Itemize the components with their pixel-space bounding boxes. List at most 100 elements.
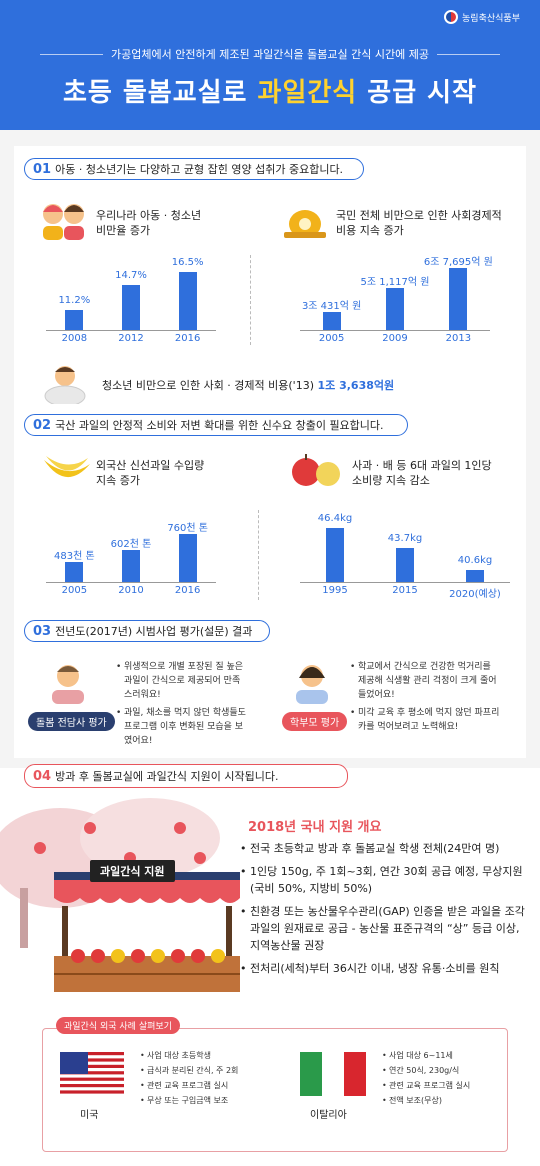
- list-item: 1인당 150g, 주 1회~3회, 연간 30회 공급 예정, 무상지원(국비…: [240, 863, 530, 897]
- usa-flag-icon: [60, 1052, 124, 1094]
- teen-cost-label: 청소년 비만으로 인한 사회 · 경제적 비용('13) 1조 3,638억원: [102, 378, 394, 393]
- list-item: 급식과 분리된 간식, 주 2회: [140, 1063, 270, 1078]
- label-line: 우리나라 아동 · 청소년: [96, 209, 202, 222]
- obesity-rate-label: 우리나라 아동 · 청소년 비만율 증가: [96, 208, 201, 238]
- x-tick-label: 2009: [382, 333, 408, 344]
- chart-bar: [178, 272, 197, 330]
- divider: [40, 53, 104, 55]
- chart-bar: [466, 570, 484, 582]
- chart-baseline: [300, 582, 510, 583]
- overweight-teen-icon: [44, 366, 86, 404]
- chart-bar: [65, 310, 84, 330]
- section-1-bar: 01 아동 · 청소년기는 다양하고 균형 잡힌 영양 섭취가 중요합니다.: [24, 158, 364, 180]
- chart-bar: [178, 534, 197, 582]
- list-item: 사업 대상 초등학생: [140, 1048, 270, 1063]
- list-item: 친환경 또는 농산물우수관리(GAP) 인증을 받은 과일을 조각과일의 원재료…: [240, 903, 530, 954]
- list-item: 과일, 채소를 먹지 않던 학생들도 프로그램 이후 변화된 모습을 보였어요!: [116, 706, 246, 748]
- overview-list: 전국 초등학교 방과 후 돌봄교실 학생 전체(24만여 명) 1인당 150g…: [240, 840, 530, 983]
- list-item: 위생적으로 개별 포장된 질 높은 과일이 간식으로 제공되어 만족스러워요!: [116, 660, 246, 702]
- fruit-stall-illustration: [54, 872, 240, 992]
- section-text: 전년도(2017년) 시범사업 평가(설문) 결과: [55, 625, 253, 638]
- chart-bar: [396, 547, 414, 582]
- list-item: 관련 교육 프로그램 실시: [382, 1078, 502, 1093]
- section-number: 04: [33, 768, 52, 784]
- divider: [436, 53, 500, 55]
- label-line: 외국산 신선과일 수입량: [96, 459, 205, 472]
- x-tick-label: 2020(예상): [449, 589, 501, 600]
- data-label: 602천 톤: [110, 538, 152, 550]
- list-item: 전처리(세척)부터 36시간 이내, 냉장 유통·소비를 원칙: [240, 960, 530, 977]
- children-icon: [43, 204, 84, 240]
- label-line: 비용 지속 증가: [336, 224, 404, 237]
- caregiver-eval-list: 위생적으로 개별 포장된 질 높은 과일이 간식으로 제공되어 만족스러워요! …: [116, 660, 246, 748]
- x-tick-label: 2005: [318, 333, 345, 344]
- label-line: 지속 증가: [96, 474, 140, 487]
- section-number: 01: [33, 161, 52, 177]
- data-label: 3조 431억 원: [301, 301, 362, 312]
- chart-bar: [122, 549, 140, 582]
- teen-cost-value: 1조 3,638억원: [317, 379, 395, 392]
- data-label: 40.6kg: [457, 555, 493, 566]
- list-item: 전국 초등학교 방과 후 돌봄교실 학생 전체(24만여 명): [240, 840, 530, 857]
- x-tick-label: 2016: [174, 585, 201, 596]
- import-label: 외국산 신선과일 수입량 지속 증가: [96, 458, 204, 488]
- data-label: 6조 7,695억 원: [423, 257, 493, 268]
- usa-label: 미국: [80, 1110, 99, 1121]
- data-label: 14.7%: [115, 269, 147, 281]
- section-text: 아동 · 청소년기는 다양하고 균형 잡힌 영양 섭취가 중요합니다.: [55, 163, 344, 176]
- data-label: 46.4kg: [317, 513, 353, 524]
- italy-flag-icon: [300, 1052, 366, 1096]
- stall-sign: 과일간식 지원: [90, 860, 175, 882]
- chart-baseline: [300, 330, 490, 331]
- taegeuk-icon: [444, 10, 459, 24]
- list-item: 연간 50식, 230g/식: [382, 1063, 502, 1078]
- dashed-divider: [258, 510, 259, 600]
- chart-bar: [122, 284, 140, 330]
- label-line: 사과 · 배 등 6대 과일의 1인당: [352, 459, 492, 472]
- foreign-cases-tag: 과일간식 외국 사례 살펴보기: [56, 1017, 180, 1034]
- x-tick-label: 2012: [118, 333, 144, 344]
- banana-icon: [44, 456, 90, 478]
- parent-avatar-icon: [296, 665, 328, 704]
- italy-label: 이탈리아: [310, 1110, 347, 1121]
- label-line: 국민 전체 비만으로 인한 사회경제적: [336, 209, 502, 222]
- data-label: 11.2%: [58, 295, 91, 306]
- italy-case-list: 사업 대상 6~11세 연간 50식, 230g/식 관련 교육 프로그램 실시…: [382, 1048, 502, 1108]
- section-number: 03: [33, 623, 52, 639]
- list-item: 관련 교육 프로그램 실시: [140, 1078, 270, 1093]
- subtitle-row: 가공업체에서 안전하게 제조된 과일간식을 돌봄교실 간식 시간에 제공: [40, 46, 500, 62]
- obesity-rate-chart: 11.2% 2008 14.7% 2012 16.5% 2016: [46, 250, 216, 346]
- section-text: 방과 후 돌봄교실에 과일간식 지원이 시작됩니다.: [55, 770, 279, 783]
- title-post: 공급 시작: [357, 78, 478, 108]
- apple-pear-icon: [292, 454, 340, 486]
- list-item: 사업 대상 6~11세: [382, 1048, 502, 1063]
- x-tick-label: 1995: [322, 585, 348, 596]
- x-tick-label: 2010: [118, 585, 144, 596]
- label-line: 소비량 지속 감소: [352, 474, 430, 487]
- foreign-cases-box: [42, 1028, 508, 1152]
- header: 농림축산식품부 가공업체에서 안전하게 제조된 과일간식을 돌봄교실 간식 시간…: [0, 0, 540, 130]
- data-label: 760천 톤: [167, 523, 208, 534]
- chart-bar: [65, 562, 84, 582]
- data-label: 16.5%: [171, 257, 204, 268]
- page-title: 초등 돌봄교실로 과일간식 공급 시작: [0, 72, 540, 109]
- x-tick-label: 2013: [445, 333, 472, 344]
- content-panel: [14, 146, 526, 758]
- ministry-logo: 농림축산식품부: [444, 10, 520, 24]
- chart-bar: [386, 287, 404, 330]
- section-4-bar: 04 방과 후 돌봄교실에 과일간식 지원이 시작됩니다.: [24, 764, 348, 788]
- chart-bar: [322, 312, 341, 330]
- social-cost-chart: 3조 431억 원 2005 5조 1,117억 원 2009 6조 7,695억 원 2…: [300, 250, 493, 346]
- x-tick-label: 2008: [61, 333, 88, 344]
- usa-case-list: 사업 대상 초등학생 급식과 분리된 간식, 주 2회 관련 교육 프로그램 실…: [140, 1048, 270, 1108]
- chart-bar: [449, 268, 468, 330]
- x-tick-label: 2015: [392, 585, 418, 596]
- list-item: 무상 또는 구입금액 보조: [140, 1093, 270, 1108]
- money-bag-icon: [284, 210, 326, 238]
- logo-text: 농림축산식품부: [462, 13, 520, 24]
- subtitle: 가공업체에서 안전하게 제조된 과일간식을 돌봄교실 간식 시간에 제공: [111, 48, 429, 61]
- caregiver-eval-tag: 돌봄 전담사 평가: [28, 712, 115, 731]
- x-tick-label: 2016: [174, 333, 201, 344]
- chart-bar: [326, 528, 344, 582]
- section-number: 02: [33, 417, 52, 433]
